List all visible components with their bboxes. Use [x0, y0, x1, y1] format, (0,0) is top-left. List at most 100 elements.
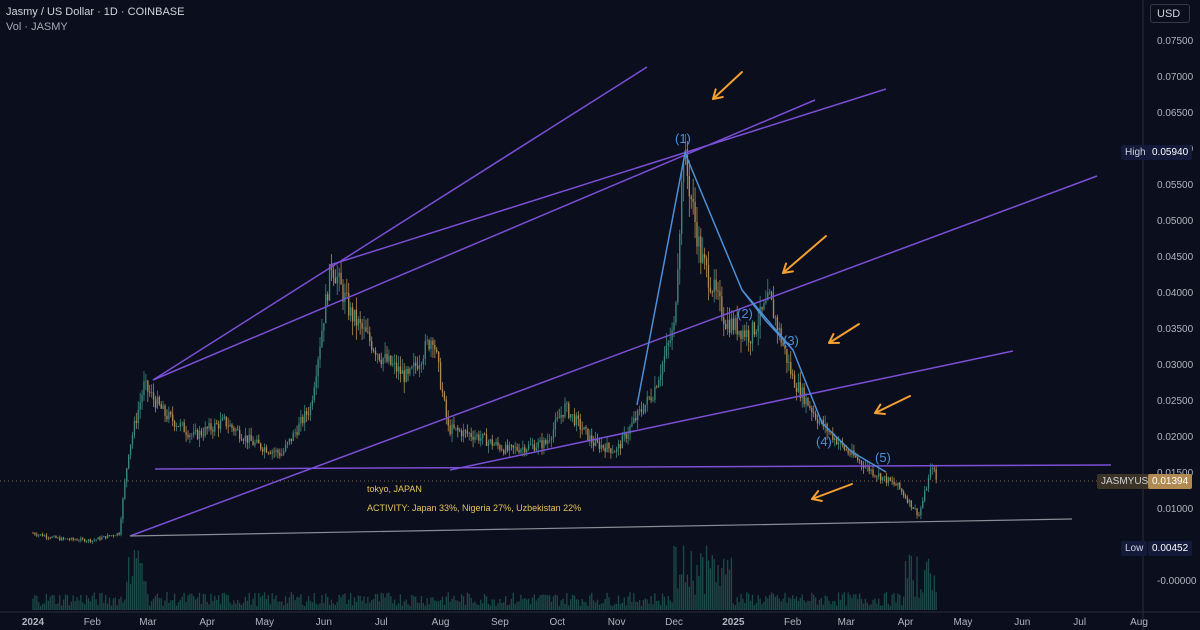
candle-body: [342, 284, 344, 302]
volume-bar: [124, 599, 126, 610]
candle-body: [216, 423, 218, 424]
volume-bar: [725, 574, 727, 610]
volume-bar: [583, 601, 585, 610]
volume-bar: [250, 604, 252, 610]
volume-bar: [93, 592, 95, 610]
volume-bar: [175, 605, 178, 610]
price-tick-label: 0.02000: [1157, 432, 1194, 443]
volume-bar: [200, 604, 203, 610]
trendline[interactable]: [152, 66, 648, 381]
volume-bar: [332, 603, 335, 610]
volume-bar: [185, 601, 187, 610]
volume-bar: [233, 600, 235, 610]
candle-body: [562, 414, 564, 417]
volume-bar: [933, 575, 935, 610]
price-axis[interactable]: 0.075000.070000.065000.060000.055000.050…: [1142, 0, 1197, 630]
volume-bar: [286, 603, 289, 610]
trendline[interactable]: [154, 464, 1112, 470]
volume-bar: [97, 604, 99, 610]
candle-body: [736, 317, 738, 335]
wave-path[interactable]: [636, 150, 887, 473]
candle-body: [747, 330, 750, 342]
candle-body: [240, 438, 243, 441]
volume-bar: [64, 594, 67, 610]
candle-body: [193, 431, 195, 435]
volume-bar: [66, 595, 69, 610]
volume-bar: [744, 603, 746, 610]
candle-body: [495, 442, 497, 445]
volume-bar: [671, 602, 673, 610]
support-line[interactable]: [129, 518, 1073, 537]
trendline[interactable]: [129, 175, 1098, 537]
candle-body: [811, 407, 813, 413]
volume-bar: [261, 595, 264, 610]
volume-bar: [240, 605, 243, 610]
candle-body: [271, 451, 273, 454]
volume-bar: [36, 595, 38, 610]
volume-bar: [830, 604, 832, 610]
volume-bar: [395, 605, 398, 610]
candle-body: [635, 418, 637, 421]
volume-bar: [797, 600, 800, 610]
volume-bar: [103, 602, 105, 610]
volume-bar: [679, 574, 681, 610]
trendline[interactable]: [329, 88, 887, 266]
candle-body: [80, 538, 82, 541]
candle-body: [181, 422, 183, 424]
candle-body: [858, 460, 861, 461]
volume-bar: [47, 600, 49, 610]
candle-body: [359, 319, 361, 323]
volume-bar: [581, 598, 583, 610]
candle-body: [658, 380, 660, 388]
volume-bar: [623, 597, 625, 610]
candle-body: [547, 440, 549, 444]
candle-body: [313, 387, 315, 401]
candle-body: [212, 429, 214, 432]
low-label: Low: [1121, 541, 1148, 556]
candle-body: [805, 397, 807, 405]
candle-body: [128, 454, 130, 469]
candle-body: [70, 537, 72, 540]
candle-body: [298, 423, 300, 435]
candle-body: [633, 418, 635, 423]
candle-body: [793, 375, 796, 388]
volume-bar: [150, 600, 153, 610]
volume-bar: [85, 595, 88, 610]
candle-body: [372, 349, 375, 351]
time-tick-label: Dec: [665, 617, 683, 628]
volume-bar: [723, 558, 725, 610]
volume-bar: [753, 605, 756, 610]
candle-body: [709, 287, 712, 293]
volume-bar: [550, 601, 553, 610]
time-axis[interactable]: 2024 Feb Mar Apr May Jun Jul Aug Sep Oct Nov Dec 202…: [0, 611, 1200, 628]
volume-bar: [715, 581, 717, 610]
candle-body: [361, 322, 363, 329]
candle-body: [797, 382, 800, 392]
volume-bar: [839, 599, 842, 610]
trendline[interactable]: [449, 350, 1014, 471]
volume-bar: [654, 593, 656, 610]
volume-bar: [860, 598, 863, 610]
volume-bar: [504, 596, 507, 610]
candle-body: [922, 500, 924, 509]
candle-body: [83, 539, 86, 542]
candle-body: [390, 355, 392, 365]
candle-body: [307, 414, 310, 416]
volume-bar: [221, 593, 224, 610]
candle-body: [682, 164, 685, 183]
arrow: [874, 395, 911, 415]
candle-body: [430, 340, 432, 350]
currency-button[interactable]: USD: [1150, 4, 1190, 23]
volume-bar: [369, 602, 371, 610]
candle-body: [441, 388, 444, 393]
volume-bar: [348, 599, 350, 610]
candle-body: [870, 469, 872, 471]
candle-body: [482, 433, 484, 439]
volume-bar: [780, 601, 782, 610]
trendline[interactable]: [152, 99, 816, 381]
candle-body: [497, 442, 499, 446]
candle-body: [177, 426, 180, 427]
candle-body: [807, 397, 809, 406]
candle-body: [225, 416, 227, 427]
